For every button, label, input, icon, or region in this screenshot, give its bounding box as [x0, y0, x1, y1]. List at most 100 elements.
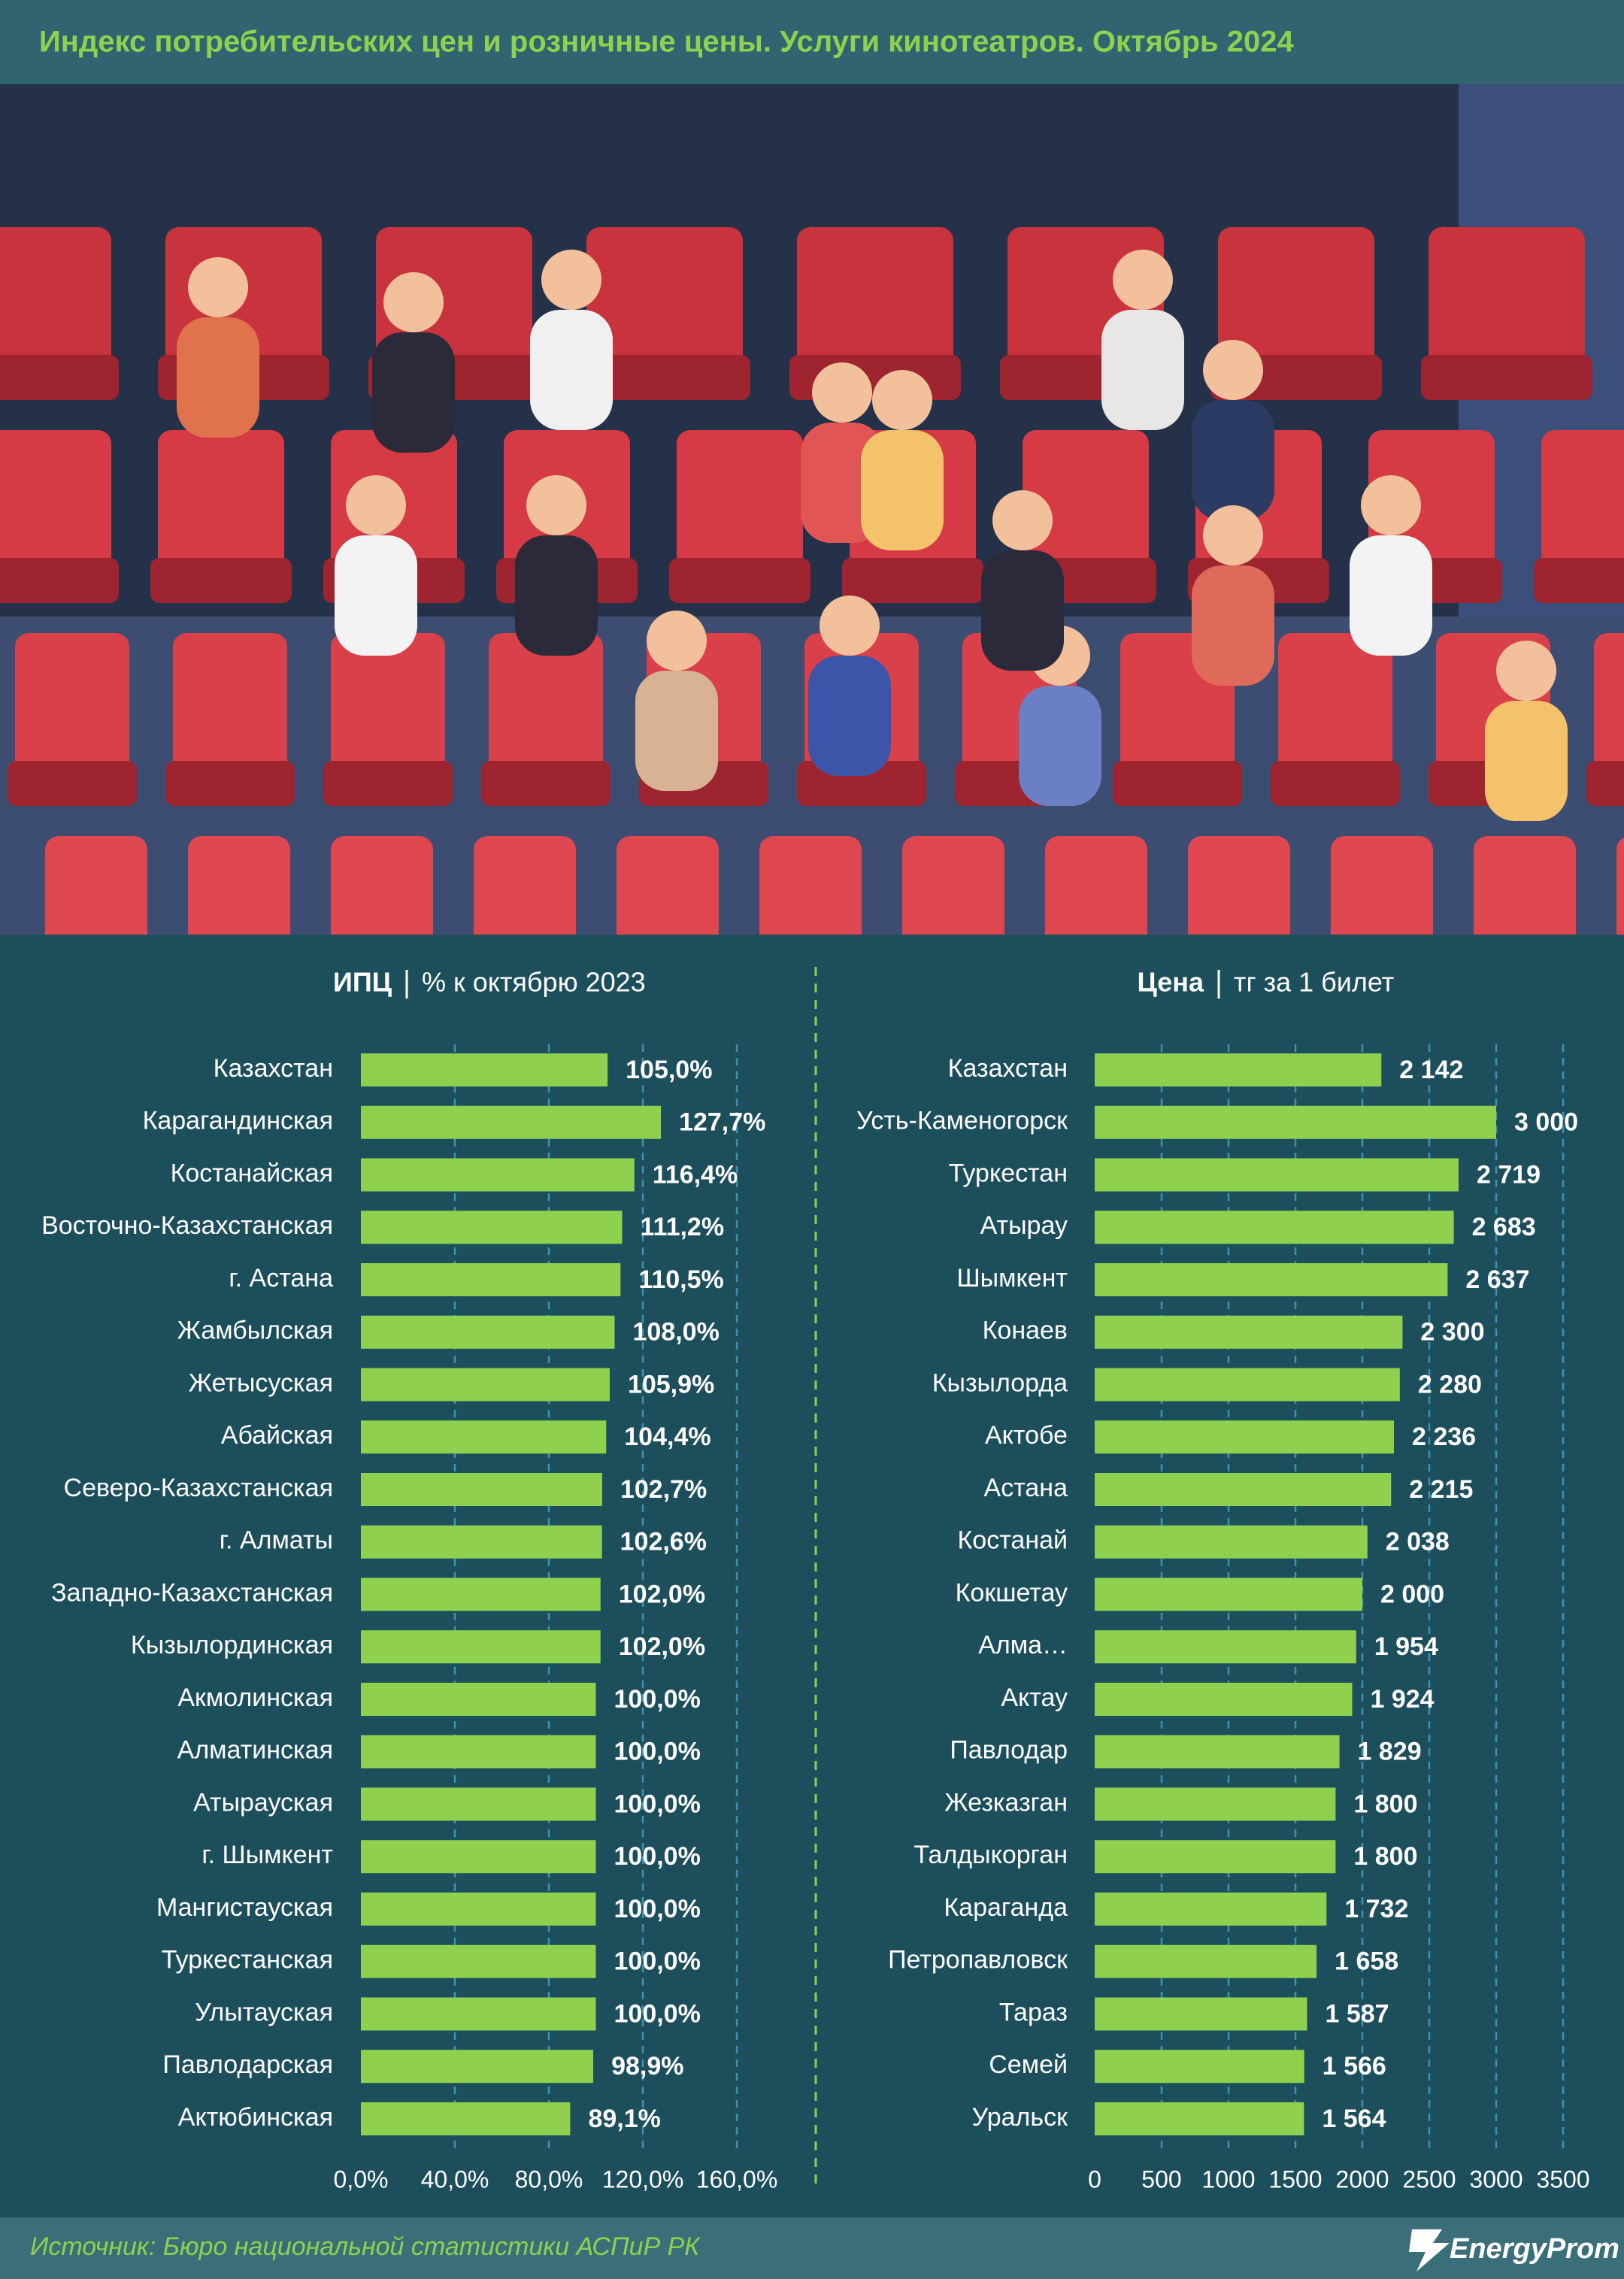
person-body — [372, 332, 455, 453]
logo: EnergyProm — [1450, 2233, 1619, 2265]
x-tick-label: 2000 — [1335, 2165, 1389, 2193]
seat-back — [1429, 227, 1585, 370]
value-label: 105,0% — [626, 1056, 712, 1084]
category-label: Атырауская — [193, 1788, 333, 1817]
category-label: Кокшетау — [956, 1578, 1068, 1607]
person-head — [346, 475, 406, 535]
value-label: 100,0% — [614, 1738, 701, 1766]
x-tick-label: 0 — [1088, 2165, 1101, 2193]
category-label: Западно-Казахстанская — [51, 1578, 333, 1607]
seat-back — [797, 227, 953, 370]
page-title: Индекс потребительских цен и розничные ц… — [39, 26, 1294, 59]
value-label: 100,0% — [614, 1842, 701, 1871]
category-label: Кызылординская — [131, 1631, 333, 1659]
value-label: 2 236 — [1412, 1423, 1476, 1451]
seat-cushion — [1586, 761, 1624, 806]
seat-back — [173, 633, 287, 776]
value-label: 127,7% — [679, 1108, 765, 1137]
seat-back — [331, 633, 445, 776]
value-label: 104,4% — [624, 1423, 710, 1451]
value-label: 2 280 — [1418, 1370, 1482, 1399]
x-tick-label: 40,0% — [421, 2165, 489, 2193]
person-body — [1192, 565, 1274, 686]
category-label: Алма… — [978, 1631, 1068, 1659]
x-tick-label: 1000 — [1201, 2165, 1255, 2193]
bar — [1095, 1368, 1400, 1402]
seat-back — [0, 430, 111, 573]
value-label: 100,0% — [614, 1999, 701, 2028]
x-tick-label: 500 — [1141, 2165, 1181, 2193]
category-label: Атырау — [980, 1211, 1068, 1240]
bar — [1095, 1577, 1362, 1611]
bar — [361, 2102, 571, 2135]
value-label: 89,1% — [588, 2105, 660, 2133]
bar — [1095, 1840, 1336, 1874]
bar — [1095, 1735, 1340, 1768]
bar — [1095, 1158, 1459, 1192]
value-label: 1 564 — [1322, 2105, 1386, 2133]
person-body — [861, 430, 944, 550]
bar — [1095, 1525, 1368, 1559]
bar — [1095, 1420, 1395, 1454]
person-head — [647, 611, 707, 671]
bar — [1095, 1473, 1392, 1506]
person-body — [1101, 310, 1184, 430]
value-label: 100,0% — [614, 1947, 701, 1976]
category-label: Мангистауская — [156, 1893, 333, 1922]
x-tick-label: 160,0% — [696, 2165, 778, 2193]
value-label: 111,2% — [641, 1213, 725, 1241]
chart-title: ИПЦ — [333, 967, 392, 998]
seat-cushion — [1421, 355, 1592, 400]
seat-cushion — [842, 558, 983, 603]
person-head — [820, 596, 880, 656]
bar — [1095, 2050, 1304, 2084]
value-label: 105,9% — [628, 1370, 714, 1399]
seat-back — [1023, 430, 1149, 573]
value-label: 2 683 — [1472, 1213, 1536, 1241]
value-label: 102,0% — [619, 1580, 705, 1608]
x-tick-label: 1500 — [1268, 2165, 1322, 2193]
source-note: Источник: Бюро национальной статистики А… — [30, 2232, 701, 2261]
value-label: 1 924 — [1370, 1685, 1434, 1714]
x-tick-label: 120,0% — [602, 2165, 684, 2193]
person-body — [530, 310, 613, 430]
category-label: Астана — [984, 1474, 1068, 1502]
seat-back — [0, 227, 111, 370]
seat-back — [586, 227, 743, 370]
value-label: 1 587 — [1325, 1999, 1389, 2028]
person-body — [177, 317, 259, 438]
person-body — [515, 535, 598, 656]
bar — [361, 1263, 621, 1296]
bar — [1095, 1211, 1454, 1244]
bar — [1095, 1997, 1307, 2031]
value-label: 1 658 — [1335, 1947, 1398, 1976]
value-label: 2 637 — [1465, 1265, 1529, 1294]
chart-subtitle: тг за 1 билет — [1234, 967, 1394, 998]
category-label: Жетысуская — [189, 1368, 333, 1397]
value-label: 2 719 — [1477, 1160, 1541, 1189]
seat-back — [1278, 633, 1392, 776]
value-label: 110,5% — [638, 1265, 723, 1294]
value-label: 2 000 — [1380, 1580, 1444, 1608]
category-label: Актау — [1001, 1683, 1068, 1712]
category-label: Шымкент — [957, 1264, 1068, 1293]
value-label: 2 038 — [1386, 1528, 1450, 1556]
value-label: 116,4% — [653, 1160, 738, 1189]
seat-back — [1218, 227, 1374, 370]
bar — [1095, 1944, 1317, 1978]
seat-back — [677, 430, 803, 573]
value-label: 100,0% — [614, 1895, 701, 1923]
seat-cushion — [165, 761, 295, 806]
person-body — [1350, 535, 1432, 656]
person-body — [1485, 701, 1568, 821]
value-label: 102,6% — [620, 1528, 707, 1556]
category-label: Улытауская — [195, 1998, 333, 2026]
seat-back — [489, 633, 603, 776]
bar — [361, 1944, 596, 1978]
value-label: 102,7% — [620, 1475, 707, 1504]
category-label: Петропавловск — [888, 1946, 1068, 1974]
seat-cushion — [1113, 761, 1242, 806]
value-label: 102,0% — [619, 1632, 705, 1661]
value-label: 98,9% — [611, 2052, 683, 2080]
